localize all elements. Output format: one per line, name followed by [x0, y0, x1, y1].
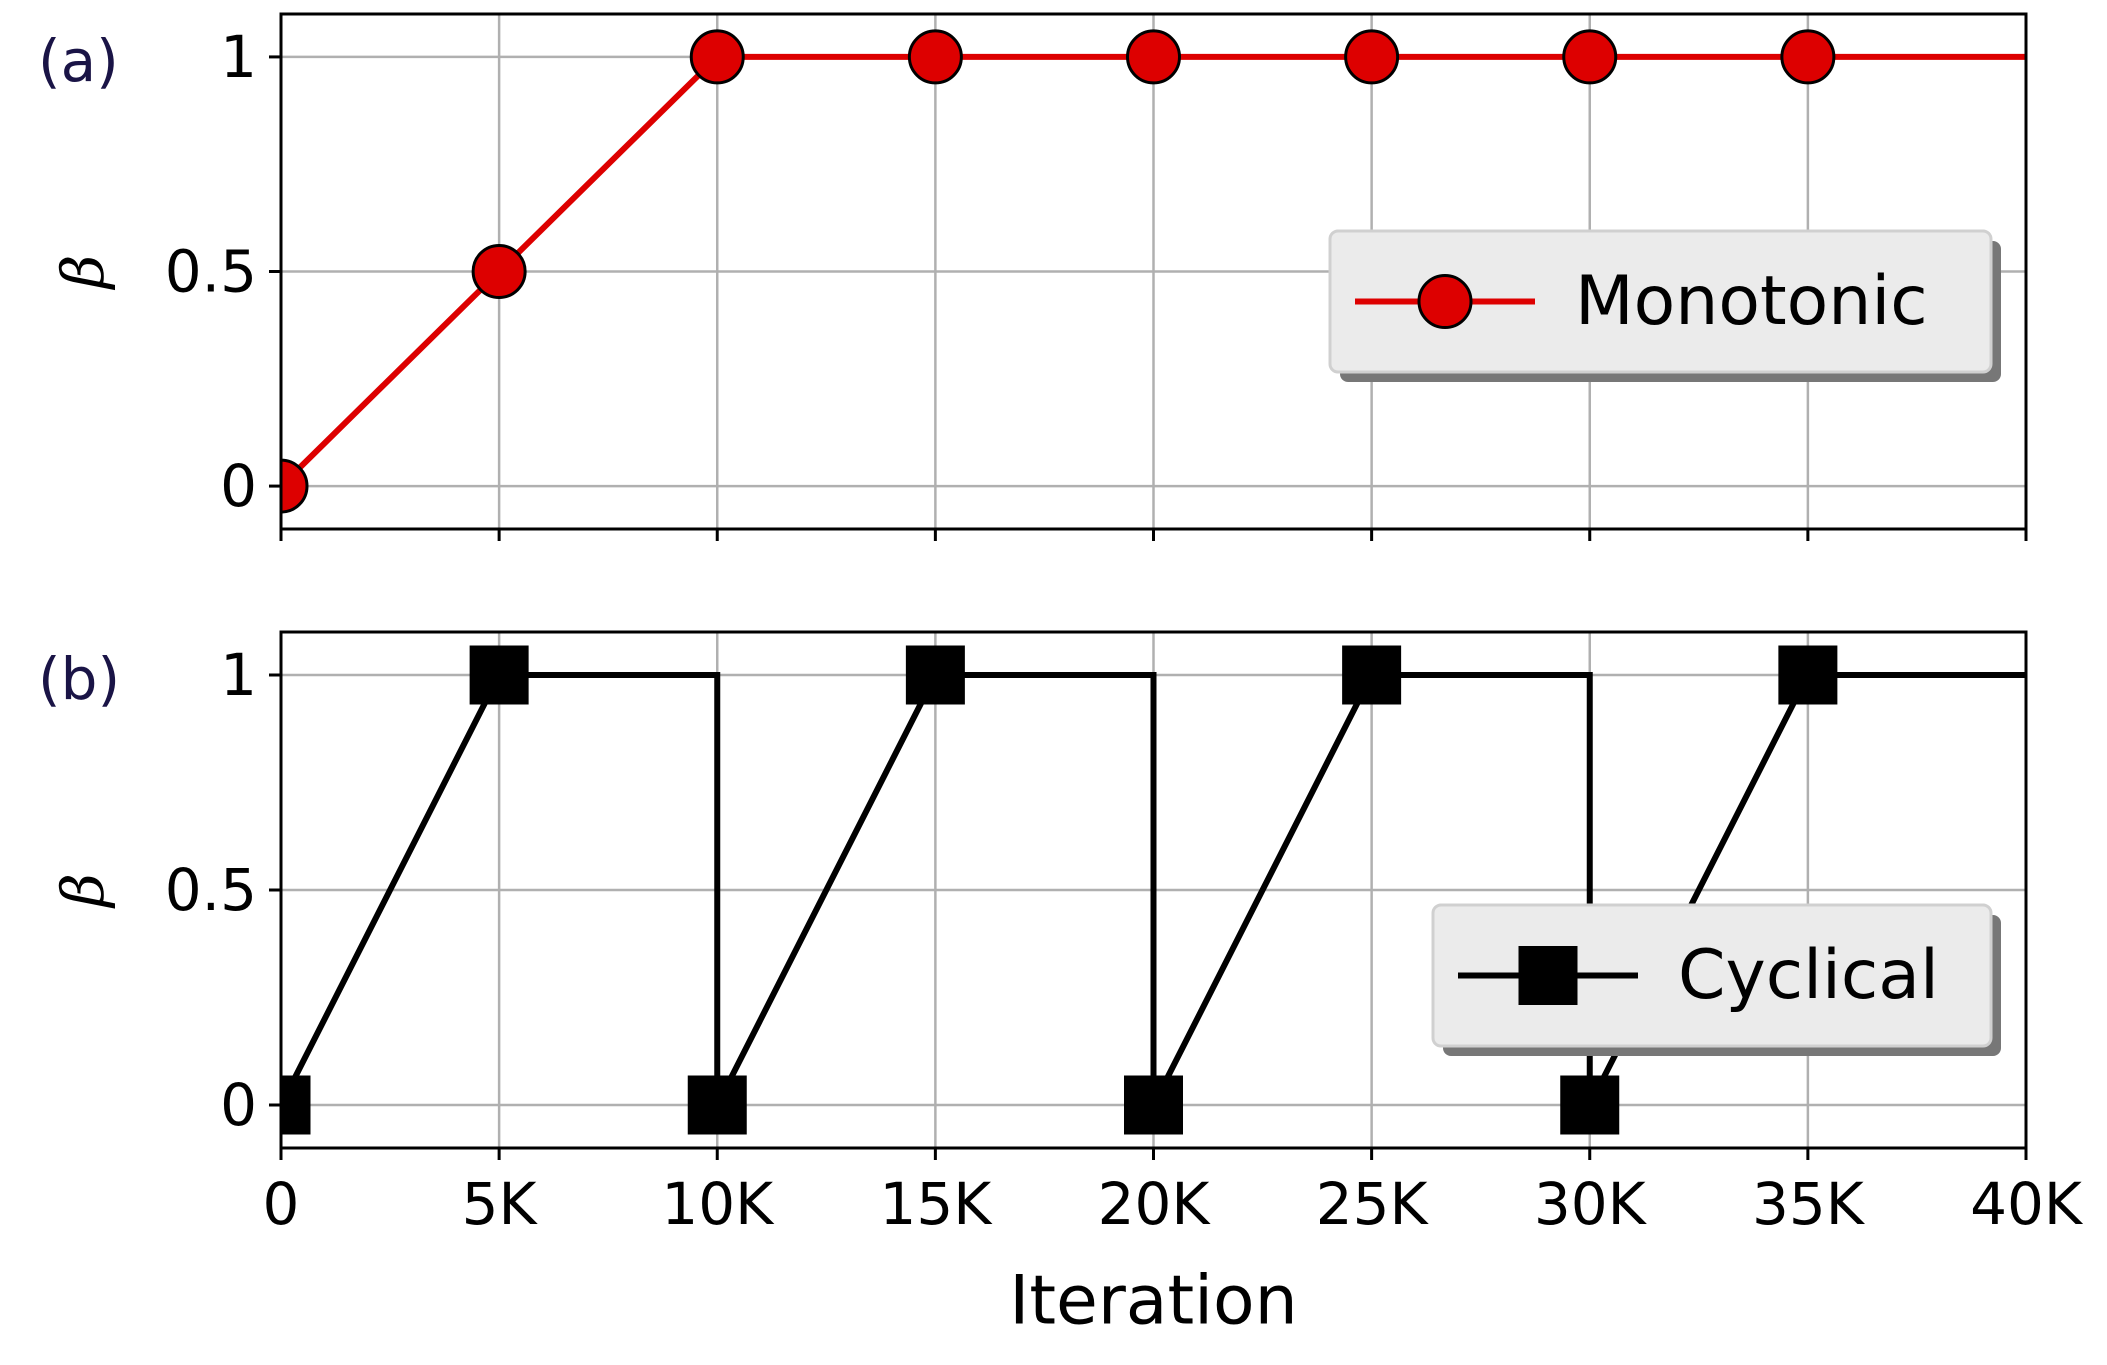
marker [471, 244, 527, 299]
y-axis-label: β [49, 873, 117, 909]
legend: Monotonic [1328, 229, 2001, 382]
marker [1562, 29, 1618, 85]
x-tick-label: 15K [879, 1170, 993, 1238]
y-tick-label: 1 [220, 23, 257, 91]
legend-label: Monotonic [1575, 262, 1928, 341]
marker [1780, 29, 1836, 85]
marker [281, 458, 309, 514]
marker [907, 29, 963, 85]
x-axis-label: Iteration [1009, 1262, 1297, 1341]
marker [1124, 1075, 1183, 1135]
x-tick-label: 30K [1534, 1170, 1648, 1238]
y-tick-label: 0 [220, 1071, 257, 1139]
x-tick-label: 5K [462, 1170, 539, 1238]
y-tick-label: 0.5 [165, 856, 257, 924]
axes: 0 0.5 1 Monotonic (a) β [38, 12, 2028, 541]
x-tick-label: 0 [263, 1170, 300, 1238]
axes-frame [279, 12, 2028, 531]
marker [1342, 645, 1402, 705]
x-tick-label: 20K [1098, 1170, 1212, 1238]
axes: 0 5K 10K 15K 20K 25K 30K 35K 40K 0 0.5 1 Cyclical (b)… [38, 630, 2084, 1341]
marker [1344, 29, 1400, 85]
x-tick-label: 35K [1752, 1170, 1866, 1238]
marker [469, 645, 529, 705]
x-tick-label: 25K [1316, 1170, 1430, 1238]
marker [689, 29, 745, 85]
y-tick-label: 0 [220, 452, 257, 520]
legend-box [1431, 903, 1993, 1048]
plot [281, 29, 2026, 514]
x-tick-label: 10K [661, 1170, 775, 1238]
panel-label: (a) [38, 27, 119, 95]
y-axis-label: β [49, 255, 117, 291]
panel-label: (b) [38, 645, 120, 713]
y-tick-label: 1 [220, 641, 257, 709]
legend-label: Cyclical [1678, 936, 1939, 1015]
legend-marker [1417, 274, 1473, 329]
legend-box [1328, 229, 1993, 374]
legend-marker [1518, 946, 1578, 1005]
legend: Cyclical [1431, 903, 2001, 1056]
x-tick-label: 40K [1970, 1170, 2084, 1238]
marker [1560, 1075, 1620, 1135]
marker [1778, 645, 1838, 705]
axes-frame [279, 630, 2028, 1150]
y-tick-label: 0.5 [165, 238, 257, 306]
marker [687, 1075, 747, 1135]
marker [1126, 29, 1181, 85]
marker [905, 645, 965, 705]
marker [281, 1075, 311, 1135]
